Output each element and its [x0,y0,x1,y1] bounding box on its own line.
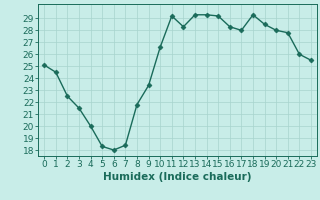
X-axis label: Humidex (Indice chaleur): Humidex (Indice chaleur) [103,172,252,182]
